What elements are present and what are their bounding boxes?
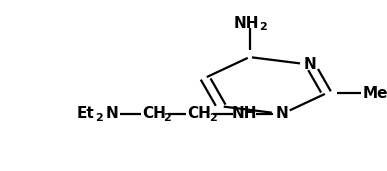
Text: 2: 2 (95, 113, 103, 123)
Text: N: N (304, 57, 317, 72)
Text: CH: CH (188, 106, 212, 121)
Text: Me: Me (363, 86, 387, 101)
Text: N: N (106, 106, 119, 121)
Text: 2: 2 (259, 22, 267, 32)
Text: Et: Et (77, 106, 94, 121)
Text: NH: NH (233, 16, 259, 31)
Text: 2: 2 (209, 113, 216, 123)
Text: NH: NH (232, 106, 258, 121)
Text: CH: CH (142, 106, 166, 121)
Text: N: N (276, 106, 288, 121)
Text: 2: 2 (163, 113, 171, 123)
